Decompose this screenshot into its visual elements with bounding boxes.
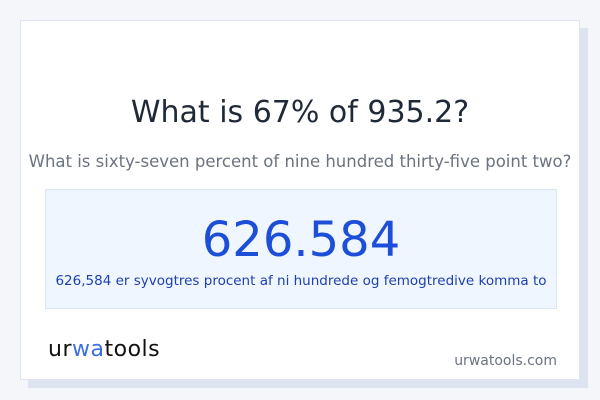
logo-text: ur xyxy=(48,337,72,362)
page-title: What is 67% of 935.2? xyxy=(130,95,470,130)
site-url: urwatools.com xyxy=(454,353,557,369)
result-card: What is 67% of 935.2? What is sixty-seve… xyxy=(20,20,580,380)
result-value: 626.584 xyxy=(201,212,401,268)
question-words: What is sixty-seven percent of nine hund… xyxy=(28,152,572,171)
logo-text-accent: wa xyxy=(72,337,105,362)
urwatools-logo: urwatools xyxy=(48,337,160,362)
logo-text: tools xyxy=(104,337,161,362)
result-words: 626,584 er syvogtres procent af ni hundr… xyxy=(55,273,547,289)
result-box: 626.584 626,584 er syvogtres procent af … xyxy=(45,189,557,309)
